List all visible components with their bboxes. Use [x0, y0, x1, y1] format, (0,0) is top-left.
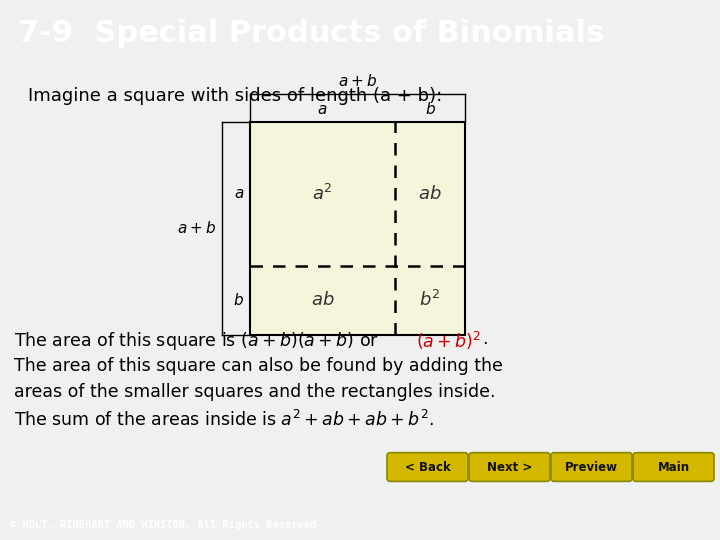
FancyBboxPatch shape: [469, 453, 550, 481]
Text: $b$: $b$: [425, 101, 436, 117]
Text: $a$: $a$: [234, 186, 244, 201]
Text: < Back: < Back: [405, 461, 451, 474]
Text: $a + b$: $a + b$: [177, 220, 216, 237]
FancyBboxPatch shape: [633, 453, 714, 481]
Text: The area of this square can also be found by adding the: The area of this square can also be foun…: [14, 356, 503, 375]
Text: $b^2$: $b^2$: [419, 290, 441, 310]
FancyBboxPatch shape: [387, 453, 468, 481]
Text: $ab$: $ab$: [311, 291, 334, 309]
Bar: [250, 122, 465, 335]
Text: $(a + b)^2$: $(a + b)^2$: [416, 330, 481, 352]
Text: Next >: Next >: [487, 461, 532, 474]
Text: areas of the smaller squares and the rectangles inside.: areas of the smaller squares and the rec…: [14, 383, 495, 401]
Text: $a$: $a$: [318, 102, 328, 117]
Text: Imagine a square with sides of length (a + b):: Imagine a square with sides of length (a…: [28, 87, 442, 105]
Text: $a^2$: $a^2$: [312, 184, 333, 204]
FancyBboxPatch shape: [551, 453, 632, 481]
Text: 7-9  Special Products of Binomials: 7-9 Special Products of Binomials: [18, 19, 604, 48]
Text: The area of this square is $(a + b)(a + b)$ or: The area of this square is $(a + b)(a + …: [14, 330, 379, 352]
Text: Preview: Preview: [565, 461, 618, 474]
Text: Main: Main: [657, 461, 690, 474]
Text: .: .: [482, 330, 487, 348]
Text: $ab$: $ab$: [418, 185, 442, 202]
Text: © HOLT, RINEHART AND WINSTON, All Rights Reserved: © HOLT, RINEHART AND WINSTON, All Rights…: [10, 519, 316, 530]
Text: $b$: $b$: [233, 292, 244, 308]
Text: $a + b$: $a + b$: [338, 73, 377, 89]
Text: The sum of the areas inside is $a^2 + ab + ab + b^2$.: The sum of the areas inside is $a^2 + ab…: [14, 410, 434, 430]
